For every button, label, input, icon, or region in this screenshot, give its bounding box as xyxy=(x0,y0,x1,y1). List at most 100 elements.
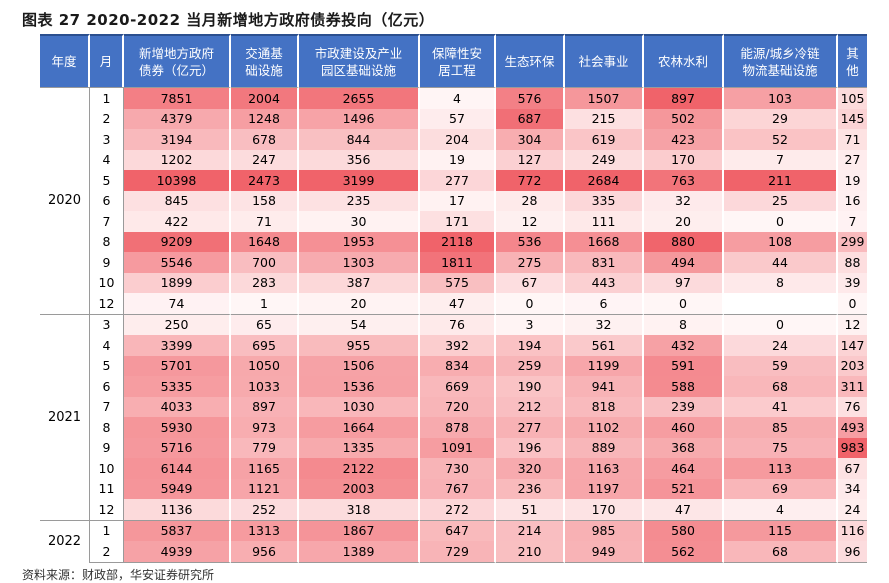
table-row: 10 1899 283 387 575 67 443 97 8 39 xyxy=(40,272,867,293)
value-cell: 619 xyxy=(565,129,644,150)
value-cell: 194 xyxy=(496,335,565,356)
value-cell: 47 xyxy=(420,293,496,314)
value-cell: 831 xyxy=(565,252,644,273)
value-cell: 422 xyxy=(124,211,231,232)
value-cell: 5930 xyxy=(124,417,231,438)
column-header: 新增地方政府 债券（亿元） xyxy=(124,34,231,87)
value-cell: 678 xyxy=(231,129,299,150)
value-cell: 0 xyxy=(496,293,565,314)
value-cell: 561 xyxy=(565,335,644,356)
value-cell: 25 xyxy=(724,190,838,211)
table-row: 8 5930 973 1664 878 277 1102 460 85 493 xyxy=(40,417,867,438)
month-cell: 12 xyxy=(90,499,124,520)
value-cell: 34 xyxy=(838,478,867,499)
table-row: 3 3194 678 844 204 304 619 423 52 71 xyxy=(40,129,867,150)
value-cell: 2003 xyxy=(299,478,420,499)
value-cell: 8 xyxy=(644,313,724,335)
value-cell: 834 xyxy=(420,355,496,376)
value-cell: 304 xyxy=(496,129,565,150)
value-cell: 536 xyxy=(496,231,565,252)
value-cell: 2655 xyxy=(299,87,420,109)
value-cell: 844 xyxy=(299,129,420,150)
value-cell: 67 xyxy=(838,458,867,479)
value-cell: 19 xyxy=(838,170,867,191)
value-cell: 575 xyxy=(420,272,496,293)
table-row: 9 5716 779 1335 1091 196 889 368 75 983 xyxy=(40,437,867,458)
value-cell: 973 xyxy=(231,417,299,438)
value-cell: 1 xyxy=(231,293,299,314)
value-cell: 85 xyxy=(724,417,838,438)
value-cell: 111 xyxy=(565,211,644,232)
value-cell: 1091 xyxy=(420,437,496,458)
value-cell: 1199 xyxy=(565,355,644,376)
value-cell: 669 xyxy=(420,376,496,397)
value-cell: 283 xyxy=(231,272,299,293)
value-cell: 5837 xyxy=(124,519,231,541)
month-cell: 12 xyxy=(90,293,124,314)
value-cell: 47 xyxy=(644,499,724,520)
column-header: 月 xyxy=(90,34,124,87)
value-cell: 277 xyxy=(420,170,496,191)
value-cell: 494 xyxy=(644,252,724,273)
value-cell: 695 xyxy=(231,335,299,356)
value-cell: 818 xyxy=(565,396,644,417)
month-cell: 9 xyxy=(90,252,124,273)
table-header-row: 年度月新增地方政府 债券（亿元） 交通基 础设施 市政建设及产业 园区基础设施 保障性安 居工… xyxy=(40,34,867,87)
month-cell: 9 xyxy=(90,437,124,458)
value-cell: 493 xyxy=(838,417,867,438)
value-cell: 1507 xyxy=(565,87,644,109)
year-cell: 2020 xyxy=(40,87,90,314)
value-cell: 108 xyxy=(724,231,838,252)
column-header: 年度 xyxy=(40,34,90,87)
value-cell: 115 xyxy=(724,519,838,541)
value-cell: 1953 xyxy=(299,231,420,252)
value-cell: 44 xyxy=(724,252,838,273)
year-cell: 2022 xyxy=(40,519,90,563)
value-cell: 588 xyxy=(644,376,724,397)
value-cell: 116 xyxy=(838,519,867,541)
value-cell: 204 xyxy=(420,129,496,150)
column-header: 生态环保 xyxy=(496,34,565,87)
value-cell: 68 xyxy=(724,376,838,397)
value-cell: 17 xyxy=(420,190,496,211)
value-cell: 1389 xyxy=(299,541,420,563)
value-cell: 460 xyxy=(644,417,724,438)
value-cell: 720 xyxy=(420,396,496,417)
table-row: 2 4379 1248 1496 57 687 215 502 29 145 xyxy=(40,108,867,129)
value-cell: 1197 xyxy=(565,478,644,499)
value-cell: 880 xyxy=(644,231,724,252)
value-cell: 65 xyxy=(231,313,299,335)
value-cell: 729 xyxy=(420,541,496,563)
value-cell: 210 xyxy=(496,541,565,563)
value-cell: 105 xyxy=(838,87,867,109)
value-cell: 1899 xyxy=(124,272,231,293)
value-cell: 103 xyxy=(724,87,838,109)
value-cell: 212 xyxy=(496,396,565,417)
value-cell: 76 xyxy=(420,313,496,335)
value-cell: 1102 xyxy=(565,417,644,438)
value-cell: 1668 xyxy=(565,231,644,252)
value-cell: 949 xyxy=(565,541,644,563)
source-note: 资料来源：财政部，华安证券研究所 xyxy=(22,568,215,582)
month-cell: 7 xyxy=(90,211,124,232)
column-header: 社会事业 xyxy=(565,34,644,87)
value-cell: 20 xyxy=(299,293,420,314)
table-row: 4 1202 247 356 19 127 249 170 7 27 xyxy=(40,149,867,170)
value-cell: 20 xyxy=(644,211,724,232)
year-cell: 2021 xyxy=(40,313,90,520)
column-header: 交通基 础设施 xyxy=(231,34,299,87)
value-cell: 3399 xyxy=(124,335,231,356)
month-cell: 4 xyxy=(90,335,124,356)
value-cell: 27 xyxy=(838,149,867,170)
value-cell: 30 xyxy=(299,211,420,232)
value-cell: 239 xyxy=(644,396,724,417)
value-cell: 1867 xyxy=(299,519,420,541)
value-cell: 1202 xyxy=(124,149,231,170)
value-cell: 562 xyxy=(644,541,724,563)
value-cell: 71 xyxy=(231,211,299,232)
value-cell: 1648 xyxy=(231,231,299,252)
table-row: 6 845 158 235 17 28 335 32 25 16 xyxy=(40,190,867,211)
value-cell: 252 xyxy=(231,499,299,520)
value-cell: 700 xyxy=(231,252,299,273)
value-cell: 4033 xyxy=(124,396,231,417)
